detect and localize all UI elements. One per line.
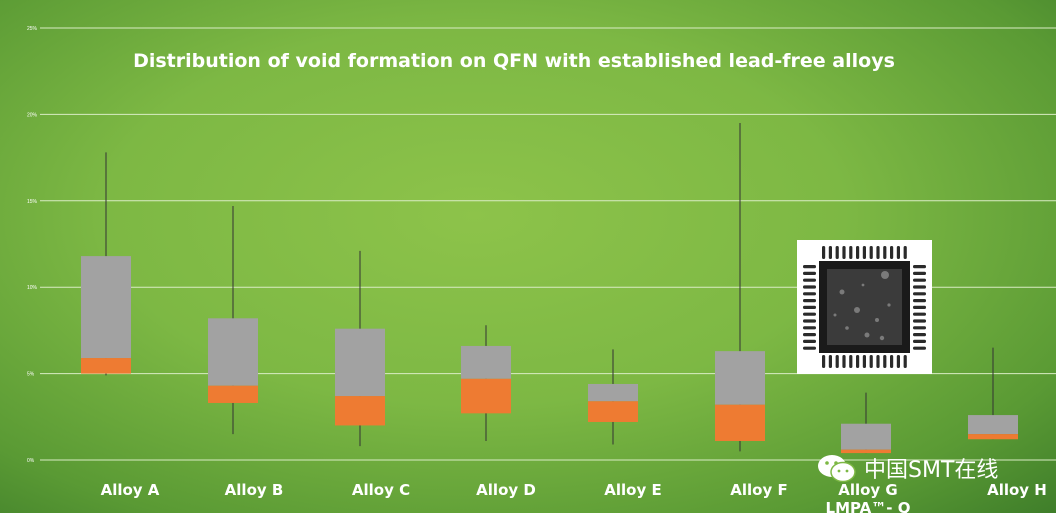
category-label: LMPA™- Q (826, 499, 911, 513)
chip-pin (803, 292, 816, 296)
box-series (81, 123, 1018, 454)
chip-pin (913, 271, 926, 275)
chip-pin (803, 305, 816, 309)
chip-pin (803, 319, 816, 323)
chip-pin (896, 355, 900, 368)
chip-pin (913, 333, 926, 337)
chip-pin (913, 326, 926, 330)
chip-pin (842, 355, 846, 368)
chip-pin (803, 333, 816, 337)
category-label: Alloy C (352, 481, 410, 499)
y-tick-label: 10% (27, 285, 38, 291)
chip-pin (828, 246, 832, 259)
chip-pin (803, 271, 816, 275)
box-lower (208, 385, 258, 403)
category-label: Alloy B (225, 481, 284, 499)
chip-pin (856, 355, 860, 368)
chip-pin (890, 355, 894, 368)
chip-pin (803, 326, 816, 330)
category-label: Alloy D (476, 481, 536, 499)
chip-pin (903, 246, 907, 259)
box-lower (715, 404, 765, 441)
chip-pin (913, 292, 926, 296)
chip-pin (842, 246, 846, 259)
chip-pin (913, 305, 926, 309)
chip-pin (835, 355, 839, 368)
box-upper (461, 345, 511, 379)
chip-pin (803, 265, 816, 269)
chip-pin (849, 355, 853, 368)
chip-pin (890, 246, 894, 259)
y-tick-label: 5% (27, 372, 35, 378)
x-axis-labels: Alloy A Alloy B Alloy C Alloy D Alloy E Alloy… (101, 481, 1047, 513)
chip-pin (856, 246, 860, 259)
wechat-icon (818, 455, 856, 483)
chip-pin (903, 355, 907, 368)
qfn-chip-icon (803, 246, 926, 368)
category-label: Alloy F (730, 481, 787, 499)
category-label: Alloy G (838, 481, 898, 499)
y-tick-label: 0% (27, 458, 35, 464)
box-upper (588, 383, 638, 402)
chip-pin (849, 246, 853, 259)
box-lower (335, 396, 385, 426)
chip-pin (876, 246, 880, 259)
y-tick-label: 20% (27, 112, 38, 118)
chip-pin (803, 339, 816, 343)
box-lower (841, 449, 891, 454)
box-upper (968, 415, 1018, 435)
box-lower (588, 401, 638, 422)
box-lower (461, 378, 511, 414)
chip-pin (913, 278, 926, 282)
chip-pin (883, 355, 887, 368)
chip-pin (913, 346, 926, 350)
chip-pin (896, 246, 900, 259)
chip-pin (913, 299, 926, 303)
chip-pin (876, 355, 880, 368)
box-upper (715, 351, 765, 405)
chip-pin (913, 265, 926, 269)
box-upper (335, 328, 385, 397)
box-lower (81, 358, 131, 374)
chip-pin (803, 285, 816, 289)
y-tick-label: 15% (27, 199, 38, 205)
chip-pin (835, 246, 839, 259)
watermark: 中国SMT在线 (816, 448, 1046, 488)
chip-pin (913, 285, 926, 289)
box-lower (968, 434, 1018, 440)
qfn-xray-image (797, 240, 932, 374)
category-label: Alloy A (101, 481, 160, 499)
chart-title: Distribution of void formation on QFN wi… (133, 50, 895, 72)
box-upper (841, 423, 891, 450)
chip-pin (803, 278, 816, 282)
chip-pin (828, 355, 832, 368)
chip-pin (869, 246, 873, 259)
chip-pin (803, 346, 816, 350)
chip-pin (869, 355, 873, 368)
box-upper (81, 256, 131, 359)
chip-pin (913, 339, 926, 343)
category-label: Alloy E (604, 481, 661, 499)
box-upper (208, 318, 258, 386)
chip-pin (803, 299, 816, 303)
chip-pin (822, 246, 826, 259)
chip-pin (883, 246, 887, 259)
y-tick-label: 25% (27, 26, 38, 32)
y-axis-ticks: 0% 5% 10% 15% 20% 25% (27, 26, 38, 464)
watermark-text: 中国SMT在线 (864, 458, 999, 483)
chip-pin (913, 312, 926, 316)
chip-pin (803, 312, 816, 316)
chip-pin (862, 246, 866, 259)
chip-pin (862, 355, 866, 368)
chip-pin (822, 355, 826, 368)
category-label: Alloy H (987, 481, 1047, 499)
chip-pin (913, 319, 926, 323)
